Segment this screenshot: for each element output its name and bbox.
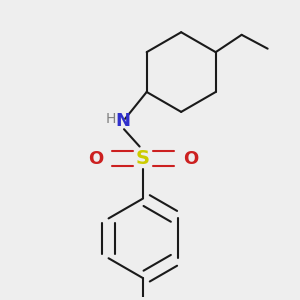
Text: H: H bbox=[106, 112, 116, 126]
Text: O: O bbox=[183, 150, 199, 168]
Text: N: N bbox=[116, 112, 130, 130]
Text: O: O bbox=[88, 150, 103, 168]
Text: S: S bbox=[136, 149, 150, 168]
